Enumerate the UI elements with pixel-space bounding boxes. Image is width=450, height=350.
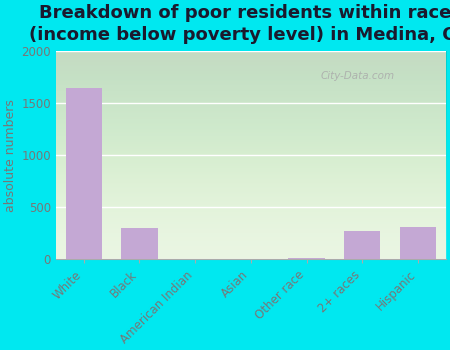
Bar <box>122 228 158 259</box>
Text: City-Data.com: City-Data.com <box>321 71 395 82</box>
Bar <box>66 88 102 259</box>
Title: Breakdown of poor residents within races
(income below poverty level) in Medina,: Breakdown of poor residents within races… <box>29 4 450 44</box>
Bar <box>400 227 436 259</box>
Y-axis label: absolute numbers: absolute numbers <box>4 99 17 212</box>
Bar <box>288 258 324 259</box>
Bar <box>344 231 380 259</box>
